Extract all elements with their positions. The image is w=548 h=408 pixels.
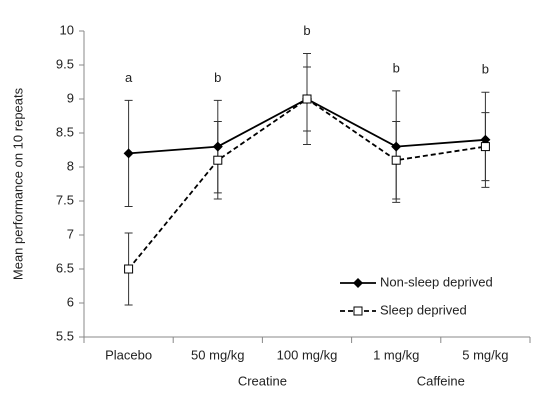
- legend-label: Sleep deprived: [380, 302, 467, 317]
- y-tick-label: 8.5: [56, 124, 74, 139]
- legend-label: Non-sleep deprived: [380, 274, 493, 289]
- annotation: b: [214, 70, 221, 85]
- x-tick-label: 5 mg/kg: [462, 347, 508, 362]
- legend-marker: [353, 306, 363, 316]
- data-point: [391, 141, 402, 152]
- y-tick-label: 5.5: [56, 328, 74, 343]
- annotation: b: [482, 62, 489, 77]
- y-tick-label: 7: [67, 226, 74, 241]
- data-point: [124, 264, 134, 274]
- y-tick-label: 10: [60, 22, 74, 37]
- group-label: Creatine: [238, 373, 287, 388]
- annotation: a: [125, 70, 133, 85]
- group-label: Caffeine: [417, 373, 465, 388]
- y-tick-label: 6.5: [56, 260, 74, 275]
- y-tick-label: 7.5: [56, 192, 74, 207]
- legend-marker: [353, 278, 363, 288]
- data-point: [213, 155, 223, 165]
- annotation: b: [303, 23, 310, 38]
- x-tick-label: 100 mg/kg: [277, 347, 338, 362]
- data-point: [302, 94, 312, 104]
- y-axis-label: Mean performance on 10 repeats: [10, 87, 25, 280]
- y-tick-label: 8: [67, 158, 74, 173]
- data-point: [123, 148, 134, 159]
- x-tick-label: 1 mg/kg: [373, 347, 419, 362]
- x-tick-label: 50 mg/kg: [191, 347, 244, 362]
- data-point: [480, 142, 490, 152]
- x-tick-label: Placebo: [105, 347, 152, 362]
- y-tick-label: 9: [67, 90, 74, 105]
- data-point: [391, 155, 401, 165]
- y-tick-label: 9.5: [56, 56, 74, 71]
- annotation: b: [393, 60, 400, 75]
- y-tick-label: 6: [67, 294, 74, 309]
- data-point: [212, 141, 223, 152]
